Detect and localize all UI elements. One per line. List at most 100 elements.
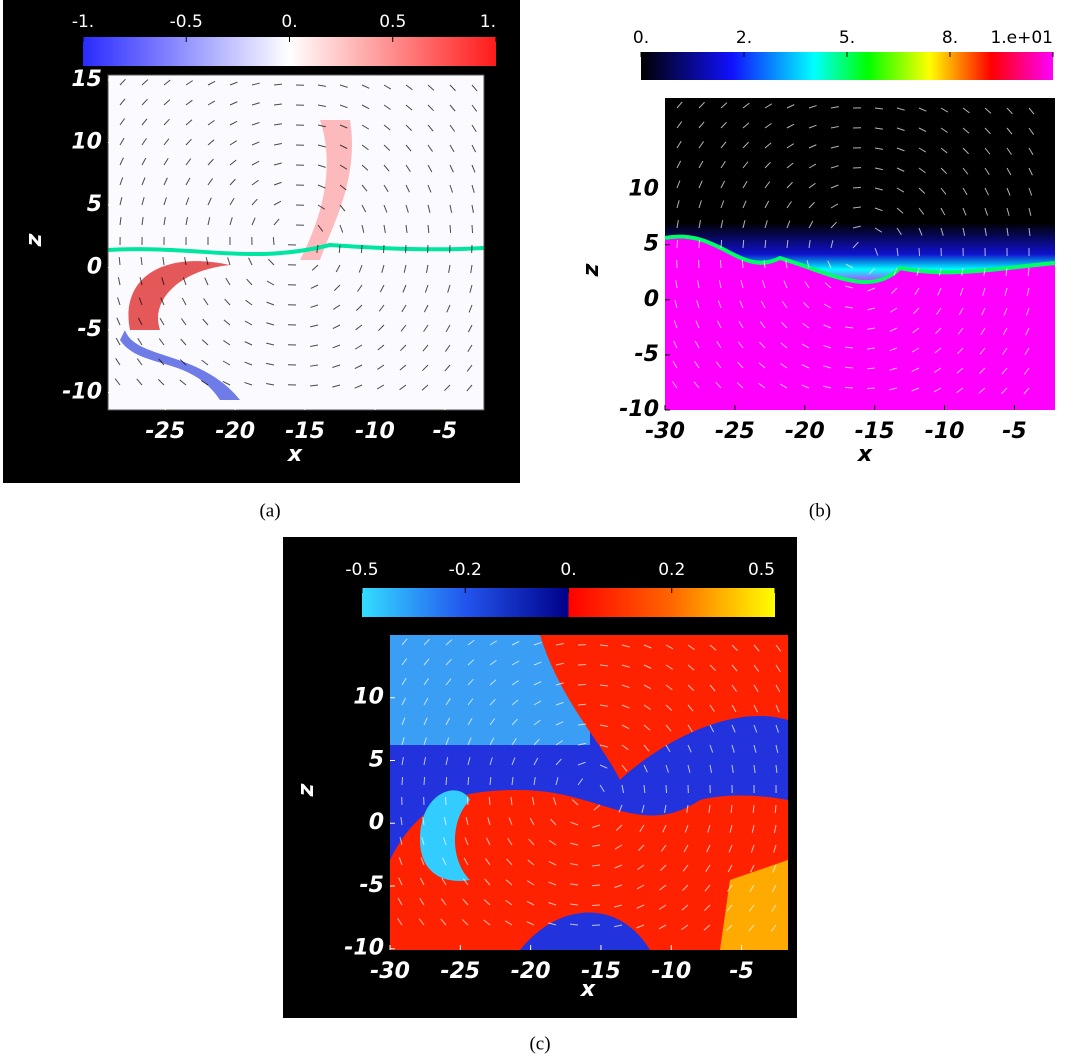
- vector-arrow: [889, 367, 898, 371]
- vector-arrow: [222, 380, 231, 386]
- vector-arrow: [665, 704, 673, 711]
- vector-arrow: [339, 224, 344, 233]
- vector-arrow: [844, 326, 854, 329]
- vector-arrow: [918, 127, 927, 133]
- vector-arrow: [248, 257, 253, 266]
- vector-arrow: [462, 878, 469, 886]
- field-feature: [300, 120, 353, 260]
- y-tick-label: -5: [635, 342, 659, 367]
- vector-arrow: [229, 178, 236, 186]
- vector-arrow: [896, 247, 899, 256]
- vector-arrow: [896, 107, 905, 111]
- vector-arrow: [119, 137, 125, 146]
- vector-arrow: [675, 280, 678, 289]
- vector-arrow: [469, 284, 473, 293]
- vector-arrow: [354, 364, 363, 370]
- vector-arrow: [401, 776, 404, 786]
- vector-arrow: [245, 299, 253, 306]
- vector-arrow: [687, 724, 693, 733]
- vector-arrow: [447, 284, 451, 293]
- vector-arrow: [137, 317, 143, 326]
- vector-arrow: [896, 167, 905, 172]
- vector-arrow: [658, 904, 667, 910]
- vector-arrow: [141, 79, 149, 86]
- y-tick-label: 10: [628, 177, 659, 202]
- x-axis-label: x: [287, 442, 303, 467]
- vector-arrow: [381, 264, 385, 273]
- vector-arrow: [449, 224, 452, 234]
- x-tick-label: -10: [355, 419, 395, 444]
- vector-arrow: [687, 744, 692, 753]
- vector-arrow: [225, 277, 231, 286]
- vector-arrow: [400, 324, 407, 332]
- vector-arrow: [731, 644, 738, 652]
- vector-arrow: [808, 105, 817, 109]
- vector-arrow: [844, 366, 854, 369]
- vector-arrow: [427, 144, 433, 152]
- vector-arrow: [266, 280, 275, 286]
- vector-arrow: [599, 744, 608, 748]
- vector-arrow: [251, 217, 256, 226]
- vector-arrow: [467, 324, 473, 333]
- vector-arrow: [957, 347, 964, 355]
- vector-arrow: [982, 287, 986, 296]
- vector-arrow: [483, 899, 491, 906]
- vector-arrow: [383, 184, 389, 193]
- vector-arrow: [421, 837, 425, 846]
- vector-arrow: [444, 344, 451, 352]
- vector-arrow: [752, 804, 755, 814]
- vector-arrow: [896, 147, 905, 152]
- vector-arrow: [658, 924, 667, 930]
- vector-arrow: [1028, 107, 1035, 115]
- vector-arrow: [599, 684, 608, 687]
- vector-arrow: [139, 277, 143, 286]
- vector-arrow: [383, 144, 391, 151]
- vector-arrow: [709, 684, 716, 692]
- vector-arrow: [775, 724, 779, 733]
- vector-arrow: [720, 102, 728, 109]
- vector-arrow: [808, 240, 811, 249]
- vector-arrow: [533, 681, 542, 686]
- vector-arrow: [577, 742, 586, 746]
- vector-arrow: [759, 321, 766, 329]
- x-tick-label: -20: [785, 419, 825, 444]
- vector-arrow: [852, 186, 862, 189]
- vector-arrow: [687, 644, 695, 651]
- vector-arrow: [706, 844, 711, 853]
- vector-arrow: [266, 322, 275, 326]
- vector-arrow: [687, 704, 694, 712]
- vector-arrow: [676, 180, 681, 189]
- vector-arrow: [227, 257, 231, 266]
- vector-arrow: [273, 83, 283, 86]
- vector-arrow: [464, 837, 469, 846]
- vector-arrow: [445, 717, 451, 726]
- vector-arrow: [140, 256, 143, 266]
- vector-arrow: [116, 317, 121, 326]
- vector-arrow: [338, 244, 341, 254]
- vector-arrow: [424, 284, 429, 293]
- vector-arrow: [726, 924, 733, 932]
- vector-arrow: [203, 298, 209, 306]
- vector-arrow: [471, 224, 474, 234]
- vector-arrow: [764, 142, 772, 149]
- vector-arrow: [614, 864, 623, 869]
- vector-arrow: [739, 300, 744, 309]
- vector-arrow: [698, 101, 705, 109]
- vector-arrow: [445, 658, 452, 666]
- vector-arrow: [1006, 107, 1013, 115]
- vector-arrow: [185, 177, 191, 186]
- vector-arrow: [180, 318, 187, 326]
- vector-arrow: [400, 817, 403, 826]
- vector-arrow: [442, 857, 447, 866]
- vector-arrow: [185, 99, 193, 106]
- vector-arrow: [962, 167, 969, 175]
- vector-arrow: [592, 824, 601, 828]
- vector-arrow: [1024, 347, 1030, 356]
- vector-arrow: [185, 138, 192, 146]
- vector-arrow: [317, 144, 326, 148]
- vector-arrow: [874, 107, 883, 110]
- vector-arrow: [273, 142, 282, 146]
- vector-arrow: [698, 220, 701, 229]
- vector-arrow: [527, 859, 535, 866]
- y-tick-label: 10: [353, 685, 384, 710]
